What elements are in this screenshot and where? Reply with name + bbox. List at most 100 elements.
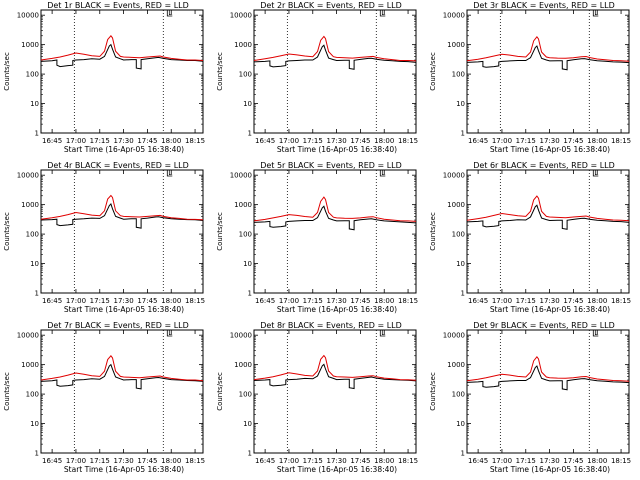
rate-chart: Det 4r BLACK = Events, RED = LLD 1 10 100 10… [3, 161, 205, 314]
rate-chart: Det 8r BLACK = Events, RED = LLD 1 10 100 10… [216, 321, 418, 474]
x-tick-label: 17:45 [137, 297, 157, 305]
y-tick-label: 100 [26, 231, 39, 239]
y-tick-label: 1000 [447, 361, 465, 369]
chart-title: Det 2r BLACK = Events, RED = LLD [260, 1, 402, 10]
y-tick-label: 1 [248, 450, 252, 458]
y-tick-label: 1 [461, 290, 465, 298]
y-axis-label: Counts/sec [216, 372, 224, 411]
chart-title: Det 4r BLACK = Events, RED = LLD [47, 161, 189, 170]
x-tick-label: 18:15 [398, 297, 418, 305]
x-tick-label: 17:30 [539, 297, 559, 305]
x-tick-label: 17:15 [303, 457, 323, 465]
y-tick-label: 1 [35, 290, 39, 298]
x-tick-label: 18:15 [398, 457, 418, 465]
lld-series-line [40, 35, 204, 61]
detector-panel-8: Det 8r BLACK = Events, RED = LLD 1 10 100 10… [213, 320, 426, 480]
saa-marker-bracket [379, 170, 386, 177]
rate-chart: Det 1r BLACK = Events, RED = LLD 1 10 100 10… [3, 1, 205, 154]
x-axis-label: Start Time (16-Apr-05 16:38:40) [64, 465, 184, 474]
y-tick-label: 100 [26, 391, 39, 399]
x-tick-label: 18:00 [374, 457, 394, 465]
y-tick-label: 1000 [21, 201, 39, 209]
detector-panel-2: Det 2r BLACK = Events, RED = LLD 1 10 100 10… [213, 0, 426, 160]
y-axis-label: Counts/sec [3, 212, 11, 251]
x-tick-label: 17:00 [492, 137, 512, 145]
x-tick-label: 17:45 [350, 297, 370, 305]
corner-label: L [381, 9, 385, 17]
y-tick-label: 10 [30, 420, 39, 428]
lld-series-line [40, 194, 204, 221]
detector-panel-5: Det 5r BLACK = Events, RED = LLD 1 10 100 10… [213, 160, 426, 320]
y-tick-label: 10 [456, 100, 465, 108]
detector-panel-6: Det 6r BLACK = Events, RED = LLD 1 10 100 10… [426, 160, 639, 320]
x-tick-label: 17:45 [350, 457, 370, 465]
y-tick-label: 1000 [21, 41, 39, 49]
x-tick-label: 17:45 [137, 137, 157, 145]
plot-frame [253, 329, 417, 454]
x-tick-label: 17:00 [492, 457, 512, 465]
y-tick-label: 1 [461, 450, 465, 458]
x-tick-label: 18:15 [185, 457, 205, 465]
y-tick-label: 100 [26, 71, 39, 79]
x-tick-label: 16:45 [255, 137, 275, 145]
plot-frame [40, 169, 204, 294]
saa-marker-bracket [592, 170, 599, 177]
corner-label: L [381, 169, 385, 177]
x-tick-label: 17:30 [326, 297, 346, 305]
y-tick-label: 1 [248, 290, 252, 298]
detector-panel-4: Det 4r BLACK = Events, RED = LLD 1 10 100 10… [0, 160, 213, 320]
y-tick-label: 10 [456, 260, 465, 268]
lld-series-line [466, 355, 630, 382]
rate-chart: Det 2r BLACK = Events, RED = LLD 1 10 100 10… [216, 1, 418, 154]
chart-title: Det 8r BLACK = Events, RED = LLD [260, 321, 402, 330]
plot-frame [40, 9, 204, 134]
y-tick-label: 10 [243, 420, 252, 428]
x-tick-label: 18:00 [587, 137, 607, 145]
plot-frame [466, 329, 630, 454]
y-axis-label: Counts/sec [3, 52, 11, 91]
y-tick-label: 10 [243, 260, 252, 268]
y-tick-label: 10000 [230, 12, 252, 20]
y-axis-label: Counts/sec [429, 52, 437, 91]
x-tick-label: 18:15 [185, 297, 205, 305]
lld-series-line [466, 35, 630, 62]
x-tick-label: 17:30 [113, 297, 133, 305]
x-tick-label: 18:00 [161, 297, 181, 305]
saa-marker-bracket [592, 330, 599, 337]
x-tick-label: 18:15 [611, 297, 631, 305]
chart-title: Det 3r BLACK = Events, RED = LLD [473, 1, 615, 10]
y-tick-label: 1000 [21, 361, 39, 369]
x-tick-label: 17:45 [563, 137, 583, 145]
y-tick-label: 1 [35, 450, 39, 458]
y-tick-label: 1 [248, 130, 252, 138]
chart-title: Det 7r BLACK = Events, RED = LLD [47, 321, 189, 330]
x-tick-label: 18:00 [587, 297, 607, 305]
y-tick-label: 100 [452, 231, 465, 239]
x-axis-label: Start Time (16-Apr-05 16:38:40) [64, 145, 184, 154]
x-tick-label: 18:00 [374, 297, 394, 305]
lld-series-line [40, 355, 204, 382]
lld-series-line [466, 195, 630, 222]
x-tick-label: 17:00 [279, 457, 299, 465]
x-tick-label: 17:15 [90, 297, 110, 305]
x-axis-label: Start Time (16-Apr-05 16:38:40) [490, 465, 610, 474]
saa-marker-bracket [592, 10, 599, 17]
rate-chart: Det 7r BLACK = Events, RED = LLD 1 10 100 10… [3, 321, 205, 474]
x-tick-label: 17:15 [516, 137, 536, 145]
x-tick-label: 17:00 [66, 137, 86, 145]
y-tick-label: 10000 [443, 12, 465, 20]
y-axis-label: Counts/sec [429, 212, 437, 251]
x-tick-label: 16:45 [42, 137, 62, 145]
x-tick-label: 17:45 [563, 297, 583, 305]
x-tick-label: 17:15 [90, 137, 110, 145]
x-tick-label: 18:00 [374, 137, 394, 145]
y-tick-label: 1000 [447, 201, 465, 209]
x-tick-label: 17:45 [563, 457, 583, 465]
y-tick-label: 1 [461, 130, 465, 138]
events-series-line [40, 203, 204, 229]
y-tick-label: 10000 [230, 172, 252, 180]
y-tick-label: 100 [239, 71, 252, 79]
x-tick-label: 16:45 [468, 137, 488, 145]
chart-title: Det 5r BLACK = Events, RED = LLD [260, 161, 402, 170]
y-tick-label: 10000 [17, 12, 39, 20]
